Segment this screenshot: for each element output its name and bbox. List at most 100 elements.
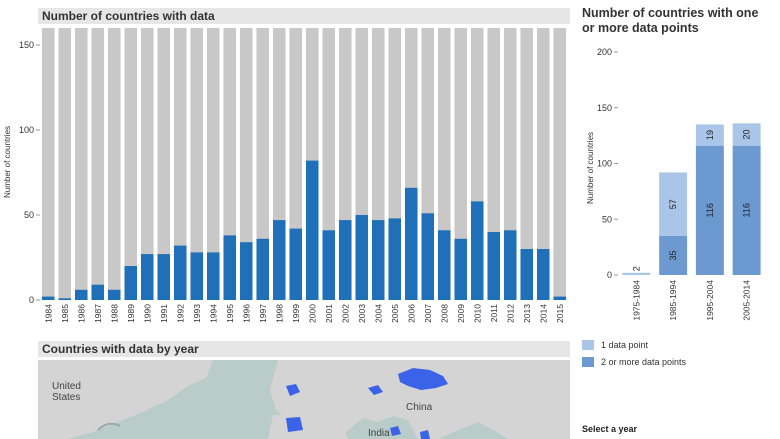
main-x-tick-label: 2014 [538, 304, 548, 323]
map-country-south-asia [390, 426, 401, 436]
main-bar-2014[interactable] [536, 249, 550, 300]
legend-swatch-one [582, 340, 594, 350]
world-map[interactable]: United States China India [38, 360, 570, 439]
main-x-tick-label: 2003 [357, 304, 367, 323]
main-background-bar [553, 28, 567, 300]
main-x-tick-label: 1991 [159, 304, 169, 323]
main-bar-2005[interactable] [388, 218, 402, 300]
main-bar-1989[interactable] [124, 266, 138, 300]
main-bar-2012[interactable] [503, 230, 517, 300]
map-country-middle-east [286, 384, 300, 396]
side-data-label-two-points: 116 [705, 203, 715, 217]
main-background-bar [536, 28, 550, 300]
main-x-tick-label: 1998 [274, 304, 284, 323]
side-bar-two-points-1995-2004[interactable] [695, 145, 724, 275]
main-x-tick-label: 2000 [307, 304, 317, 323]
main-bar-2010[interactable] [470, 201, 484, 300]
side-x-tick-label: 1995-2004 [705, 280, 715, 321]
side-y-tick-label: 150 [597, 103, 612, 113]
main-y-tick-label: 100 [19, 125, 34, 135]
side-bar-one-point-1975-1984[interactable] [622, 272, 651, 275]
side-y-tick-label: 200 [597, 47, 612, 57]
main-x-tick-label: 1993 [192, 304, 202, 323]
main-bar-1990[interactable] [140, 254, 154, 300]
main-bar-2011[interactable] [487, 232, 501, 300]
main-x-tick-label: 1984 [43, 304, 53, 323]
main-bar-1994[interactable] [206, 252, 220, 300]
main-x-tick-label: 1990 [142, 304, 152, 323]
side-bar-two-points-1985-1994[interactable] [659, 235, 688, 275]
main-background-bar [520, 28, 534, 300]
main-bar-1997[interactable] [256, 238, 270, 300]
main-bar-1996[interactable] [239, 242, 253, 300]
side-x-tick-label: 1985-1994 [668, 280, 678, 321]
main-bar-1995[interactable] [223, 235, 237, 300]
side-chart: Number of countries 0 50 100 150 200 2 35 57 11… [586, 47, 761, 321]
main-background-bar [107, 28, 121, 300]
side-bar-one-point-1995-2004[interactable] [695, 124, 724, 146]
main-bar-1999[interactable] [289, 228, 303, 300]
main-bar-1993[interactable] [190, 252, 204, 300]
main-x-tick-label: 2004 [373, 304, 383, 323]
main-chart: Number of countries 0 50 100 150 1984 1985 19… [3, 28, 567, 323]
main-bar-2009[interactable] [454, 238, 468, 300]
map-land-africa [268, 415, 348, 439]
main-background-bar [239, 28, 253, 300]
main-x-tick-label: 1992 [175, 304, 185, 323]
main-background-bar [74, 28, 88, 300]
main-x-tick-label: 1997 [258, 304, 268, 323]
main-bar-2008[interactable] [437, 230, 451, 300]
main-x-tick-label: 1986 [76, 304, 86, 323]
main-bar-2001[interactable] [322, 230, 336, 300]
side-bar-one-point-2005-2014[interactable] [732, 123, 761, 146]
legend-swatch-two [582, 357, 594, 367]
side-data-label-one-point: 19 [705, 130, 715, 140]
main-background-bar [454, 28, 468, 300]
main-x-tick-label: 2007 [423, 304, 433, 323]
main-bar-1991[interactable] [157, 254, 171, 300]
main-bar-1986[interactable] [74, 289, 88, 300]
legend-one-data-point[interactable]: 1 data point [582, 340, 648, 350]
main-bar-1988[interactable] [107, 289, 121, 300]
main-bar-1985[interactable] [58, 298, 72, 300]
main-bar-1998[interactable] [272, 220, 286, 300]
main-x-tick-label: 1994 [208, 304, 218, 323]
side-y-tick-label: 0 [607, 270, 612, 280]
map-country-southeast-asia [420, 430, 430, 439]
main-x-tick-label: 2009 [456, 304, 466, 323]
map-title: Countries with data by year [38, 341, 570, 357]
side-data-label-two-points: 35 [668, 250, 678, 260]
map-label-united-states: United States [52, 381, 81, 403]
main-bar-2007[interactable] [421, 213, 435, 300]
main-y-tick-label: 150 [19, 40, 34, 50]
map-country-mongolia [398, 368, 448, 390]
main-bar-1987[interactable] [91, 284, 105, 300]
main-x-tick-label: 2012 [505, 304, 515, 323]
side-bar-one-point-1985-1994[interactable] [659, 172, 688, 236]
side-data-label-one-point: 20 [742, 130, 752, 140]
map-label-china: China [406, 402, 433, 413]
main-x-tick-label: 2002 [340, 304, 350, 323]
main-bar-1984[interactable] [41, 296, 55, 300]
main-background-bar [190, 28, 204, 300]
main-x-tick-label: 2010 [472, 304, 482, 323]
main-background-bar [157, 28, 171, 300]
main-x-tick-label: 2011 [489, 304, 499, 323]
main-bar-2004[interactable] [371, 220, 385, 300]
main-background-bar [124, 28, 138, 300]
main-bar-2003[interactable] [355, 215, 369, 300]
main-bar-1992[interactable] [173, 245, 187, 300]
main-x-tick-label: 1988 [109, 304, 119, 323]
main-x-tick-label: 1996 [241, 304, 251, 323]
legend-two-data-points[interactable]: 2 or more data points [582, 357, 686, 367]
main-bar-2002[interactable] [338, 220, 352, 300]
main-bar-2000[interactable] [305, 160, 319, 300]
side-bar-two-points-2005-2014[interactable] [732, 145, 761, 275]
main-bar-2015[interactable] [553, 296, 567, 300]
main-x-tick-label: 1987 [93, 304, 103, 323]
main-bar-2006[interactable] [404, 187, 418, 300]
main-background-bar [206, 28, 220, 300]
main-x-tick-label: 2015 [555, 304, 565, 323]
main-bar-2013[interactable] [520, 249, 534, 300]
legend-label-one: 1 data point [601, 340, 649, 350]
